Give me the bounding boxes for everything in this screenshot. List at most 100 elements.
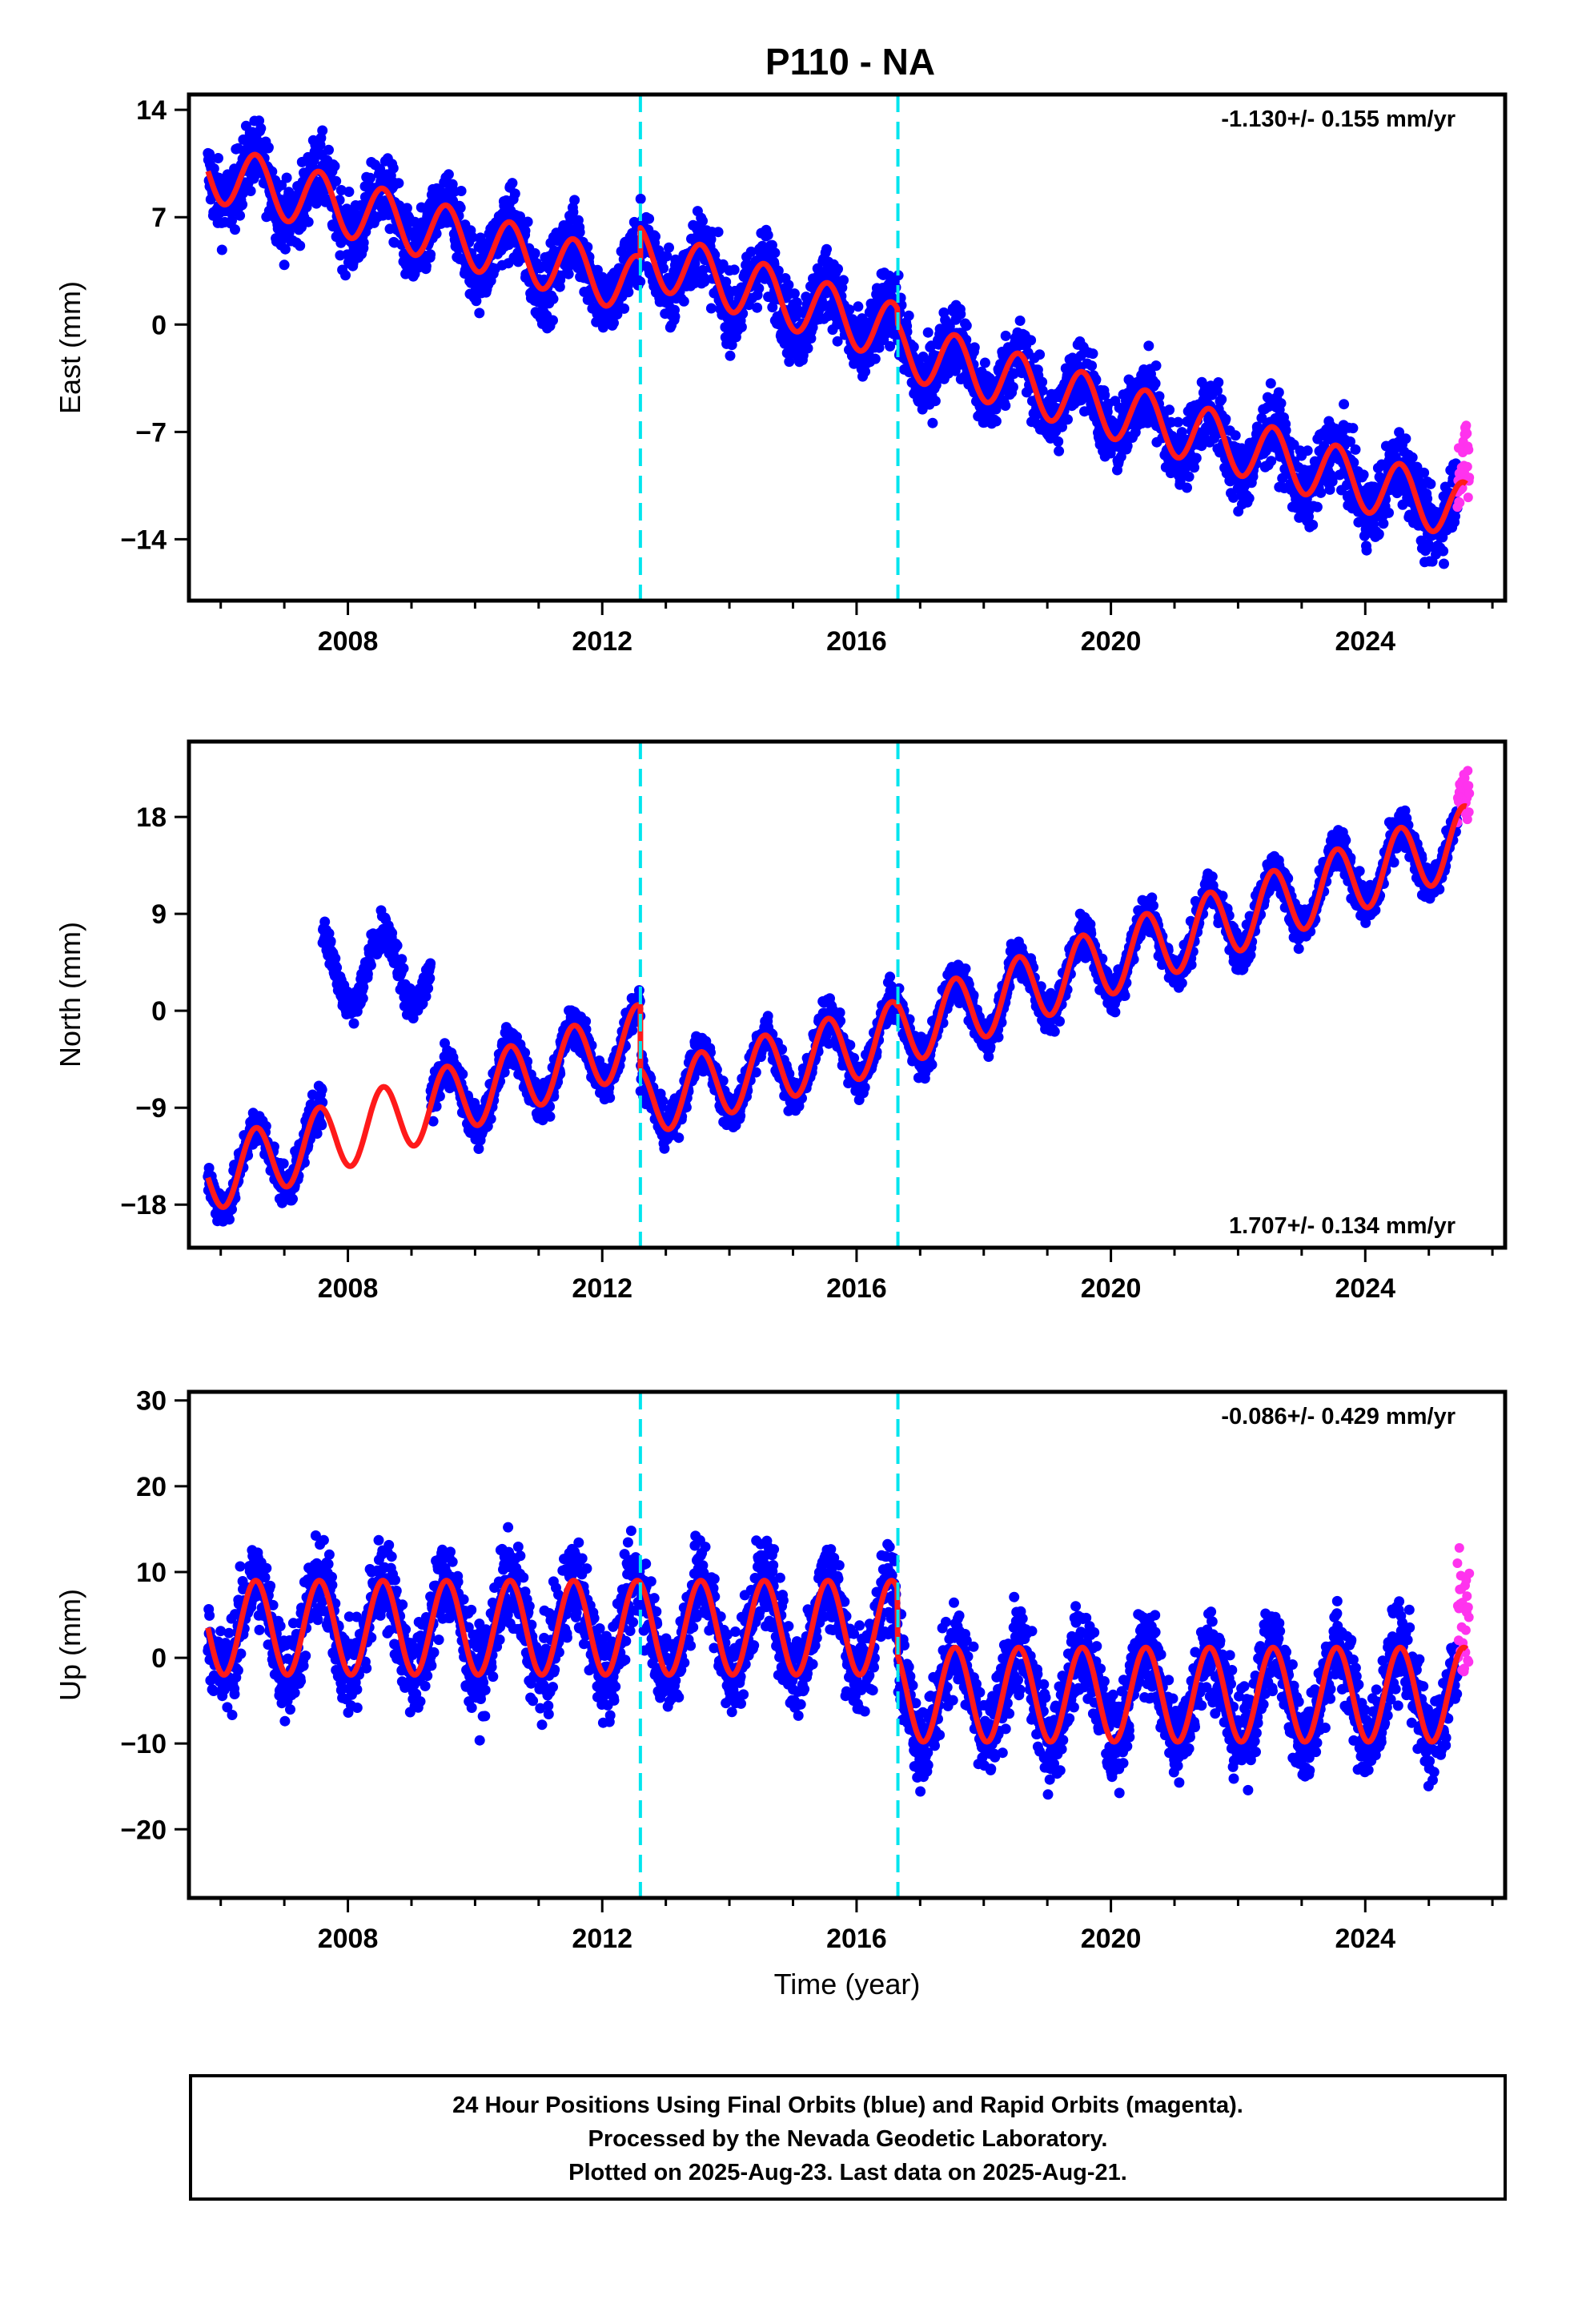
north-final-orbit-point (398, 963, 409, 974)
east-y-axis-label: East (mm) (54, 281, 86, 414)
east-final-orbit-point (204, 148, 215, 159)
east-final-orbit-point (1302, 445, 1313, 456)
north-final-orbit-point (544, 1111, 556, 1122)
east-final-orbit-point (644, 213, 655, 224)
east-final-orbit-point (650, 231, 661, 242)
east-final-orbit-point (245, 186, 256, 196)
east-rapid-orbit-point (1464, 444, 1474, 455)
east-final-orbit-point (425, 249, 436, 260)
east-final-orbit-point (1339, 399, 1350, 410)
east-final-orbit-point (1000, 400, 1011, 411)
north-final-orbit-point (604, 1092, 616, 1104)
east-final-orbit-point (1273, 387, 1284, 398)
east-final-orbit-point (969, 342, 980, 353)
east-final-orbit-point (1275, 398, 1287, 409)
east-final-orbit-point (1062, 414, 1073, 425)
east-x-tick-label: 2024 (1335, 626, 1395, 657)
east-final-orbit-point (713, 227, 724, 238)
east-final-orbit-point (1053, 436, 1064, 447)
north-final-orbit-point (278, 1158, 289, 1169)
east-final-orbit-point (507, 178, 518, 189)
east-final-orbit-point (789, 288, 800, 300)
east-final-orbit-point (697, 215, 708, 227)
east-final-orbit-point (1182, 482, 1192, 493)
east-final-orbit-point (1026, 335, 1037, 346)
east-final-orbit-point (393, 178, 404, 189)
east-x-tick-label: 2008 (318, 626, 379, 657)
north-final-orbit-point (325, 935, 336, 947)
north-final-orbit-point (387, 927, 398, 939)
east-final-orbit-point (213, 153, 223, 163)
east-final-orbit-point (1220, 413, 1231, 424)
east-y-tick-label: −14 (120, 525, 167, 555)
east-final-orbit-point (1189, 462, 1200, 473)
east-final-orbit-point (1311, 501, 1323, 513)
east-final-orbit-point (1183, 471, 1195, 482)
east-final-orbit-point (1034, 349, 1046, 360)
east-final-orbit-point (431, 228, 442, 239)
east-final-orbit-point (1439, 558, 1449, 569)
east-final-orbit-point (295, 240, 306, 251)
east-final-orbit-point (1243, 493, 1255, 504)
east-final-orbit-point (1358, 469, 1369, 480)
east-final-orbit-point (1150, 360, 1162, 372)
east-final-orbit-point (1347, 423, 1359, 434)
east-final-orbit-point (279, 243, 291, 255)
east-final-orbit-point (1213, 377, 1224, 388)
east-final-orbit-point (1361, 545, 1372, 556)
east-final-orbit-point (1265, 378, 1276, 389)
north-final-orbit-point (424, 973, 436, 983)
east-rapid-orbit-point (1463, 493, 1473, 503)
east-final-orbit-point (1373, 529, 1384, 540)
east-final-orbit-point (281, 172, 292, 183)
north-final-orbit-point (396, 954, 408, 965)
east-final-orbit-point (955, 308, 966, 320)
east-y-tick-label: 14 (136, 95, 167, 126)
east-final-orbit-point (1143, 340, 1154, 352)
east-final-orbit-point (890, 282, 901, 293)
east-final-orbit-point (705, 303, 717, 314)
east-final-orbit-point (1087, 348, 1098, 360)
north-final-orbit-point (316, 1120, 327, 1131)
east-final-orbit-point (340, 270, 351, 281)
east-x-tick-label: 2012 (572, 626, 632, 657)
east-final-orbit-point (1350, 444, 1361, 455)
east-final-orbit-point (1191, 452, 1202, 464)
north-final-orbit-point (316, 1084, 327, 1096)
north-final-orbit-point (657, 1096, 669, 1107)
east-final-orbit-point (922, 327, 934, 338)
east-final-orbit-point (1150, 378, 1161, 389)
north-final-orbit-point (224, 1214, 235, 1225)
east-final-orbit-point (1173, 416, 1183, 428)
east-final-orbit-point (1438, 545, 1449, 557)
east-final-orbit-point (1425, 478, 1436, 489)
east-final-orbit-point (1230, 430, 1241, 441)
east-final-orbit-point (1266, 456, 1277, 467)
east-final-orbit-point (736, 321, 747, 332)
east-final-orbit-point (529, 247, 540, 259)
east-final-orbit-point (1007, 381, 1018, 392)
east-final-orbit-point (235, 210, 246, 221)
east-final-orbit-point (1383, 507, 1394, 518)
east-x-tick-label: 2016 (826, 626, 887, 657)
east-final-orbit-point (729, 264, 740, 275)
east-final-orbit-point (853, 301, 864, 312)
east-final-orbit-point (276, 179, 287, 191)
east-final-orbit-point (331, 175, 342, 187)
east-final-orbit-point (1378, 518, 1389, 529)
east-final-orbit-point (509, 188, 520, 199)
chart-title: P110 - NA (765, 41, 935, 82)
east-final-orbit-point (664, 242, 674, 253)
east-y-tick-label: −7 (135, 417, 167, 448)
east-final-orbit-point (990, 416, 1002, 427)
east-final-orbit-point (548, 293, 559, 304)
east-final-orbit-point (387, 163, 399, 174)
east-final-orbit-point (833, 263, 843, 275)
east-final-orbit-point (1307, 520, 1319, 530)
east-final-orbit-point (802, 343, 813, 354)
east-final-orbit-point (420, 260, 432, 271)
east-final-orbit-point (669, 311, 681, 322)
east-final-orbit-point (401, 203, 412, 214)
east-rapid-orbit-point (1462, 428, 1472, 439)
